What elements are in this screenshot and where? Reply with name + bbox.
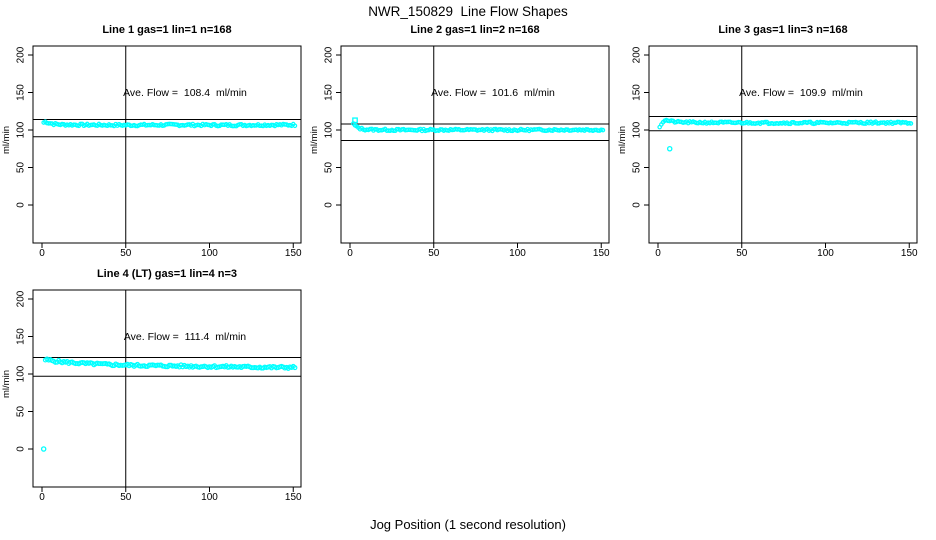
ave-flow-annotation: Ave. Flow = 101.6 ml/min (431, 87, 555, 99)
x-axis-label: Jog Position (1 second resolution) (370, 517, 566, 532)
y-tick-label: 150 (16, 328, 27, 345)
x-tick-label: 0 (39, 248, 45, 259)
panel-line-1: Line 1 gas=1 lin=1 n=168 Ave. Flow = 108… (0, 18, 308, 265)
plot-area-line-1: Line 1 gas=1 lin=1 n=168 Ave. Flow = 108… (1, 24, 302, 259)
y-axis-ticks: 0 50 100 150 200 (324, 46, 341, 208)
plot-box (340, 45, 610, 244)
outlier-points (666, 145, 673, 152)
data-points (657, 117, 914, 130)
data-point (600, 127, 606, 133)
y-axis-ticks: 0 50 100 150 200 (632, 46, 649, 208)
plot-box (32, 289, 302, 488)
x-axis-ticks: 0 50 100 150 (39, 243, 302, 259)
y-tick-label: 100 (16, 121, 27, 138)
y-axis-ticks: 0 50 100 150 200 (16, 290, 33, 452)
outlier-points (40, 446, 47, 452)
outlier-point (666, 145, 673, 152)
panel-title: Line 1 gas=1 lin=1 n=168 (102, 24, 231, 36)
data-point (292, 365, 298, 371)
data-point (908, 121, 914, 126)
plot-box (648, 45, 918, 244)
y-tick-label: 150 (632, 84, 643, 101)
x-tick-label: 0 (39, 492, 45, 503)
data-point (292, 123, 298, 129)
x-tick-label: 150 (285, 492, 302, 503)
x-tick-label: 150 (593, 248, 610, 259)
y-axis-label: ml/min (1, 370, 12, 398)
x-tick-label: 150 (285, 248, 302, 259)
y-tick-label: 200 (324, 46, 335, 63)
plot-box (32, 45, 302, 244)
y-tick-label: 50 (16, 406, 27, 418)
y-axis-label: ml/min (617, 126, 628, 154)
plot-area-line-2: Line 2 gas=1 lin=2 n=168 Ave. Flow = 101… (309, 24, 610, 259)
x-axis-ticks: 0 50 100 150 (39, 487, 302, 503)
plot-area-line-4: Line 4 (LT) gas=1 lin=4 n=3 Ave. Flow = … (1, 268, 302, 503)
panel-line-2: Line 2 gas=1 lin=2 n=168 Ave. Flow = 101… (308, 18, 616, 265)
x-tick-label: 100 (817, 248, 834, 259)
y-axis-label: ml/min (309, 126, 320, 154)
x-tick-label: 50 (120, 492, 132, 503)
data-points (41, 119, 298, 129)
outlier-point (352, 117, 358, 124)
panel-line-3: Line 3 gas=1 lin=3 n=168 Ave. Flow = 109… (616, 18, 924, 265)
y-axis-label: ml/min (1, 126, 12, 154)
y-tick-label: 50 (324, 162, 335, 174)
y-tick-label: 200 (16, 46, 27, 63)
y-tick-label: 0 (632, 202, 643, 208)
x-tick-label: 150 (901, 248, 918, 259)
x-tick-label: 0 (655, 248, 661, 259)
y-tick-label: 100 (16, 365, 27, 382)
y-tick-label: 200 (632, 46, 643, 63)
data-point (861, 121, 867, 126)
y-tick-label: 0 (324, 202, 335, 208)
ave-flow-annotation: Ave. Flow = 109.9 ml/min (739, 87, 863, 99)
y-tick-label: 100 (324, 121, 335, 138)
y-tick-label: 50 (16, 162, 27, 174)
y-tick-label: 150 (16, 84, 27, 101)
y-tick-label: 150 (324, 84, 335, 101)
x-tick-label: 50 (428, 248, 440, 259)
panel-title: Line 3 gas=1 lin=3 n=168 (718, 24, 847, 36)
x-tick-label: 50 (736, 248, 748, 259)
y-tick-label: 100 (632, 121, 643, 138)
data-points (351, 121, 606, 134)
panel-line-4: Line 4 (LT) gas=1 lin=4 n=3 Ave. Flow = … (0, 262, 308, 509)
x-axis-ticks: 0 50 100 150 (347, 243, 610, 259)
data-point (762, 119, 768, 125)
x-tick-label: 100 (201, 492, 218, 503)
ave-flow-annotation: Ave. Flow = 111.4 ml/min (124, 331, 246, 343)
x-tick-label: 100 (509, 248, 526, 259)
plot-area-line-3: Line 3 gas=1 lin=3 n=168 Ave. Flow = 109… (617, 24, 918, 259)
data-points (42, 356, 298, 371)
x-tick-label: 0 (347, 248, 353, 259)
outlier-point (40, 446, 47, 452)
figure-title: NWR_150829 Line Flow Shapes (368, 4, 568, 19)
y-axis-ticks: 0 50 100 150 200 (16, 46, 33, 208)
x-axis-ticks: 0 50 100 150 (655, 243, 918, 259)
y-tick-label: 50 (632, 162, 643, 174)
x-tick-label: 50 (120, 248, 132, 259)
x-tick-label: 100 (201, 248, 218, 259)
panel-title: Line 2 gas=1 lin=2 n=168 (410, 24, 539, 36)
data-point (78, 121, 83, 127)
panel-title: Line 4 (LT) gas=1 lin=4 n=3 (97, 268, 237, 280)
outlier-points (352, 117, 358, 124)
ave-flow-annotation: Ave. Flow = 108.4 ml/min (123, 87, 247, 99)
y-tick-label: 0 (16, 202, 27, 208)
y-tick-label: 200 (16, 290, 27, 307)
y-tick-label: 0 (16, 446, 27, 452)
